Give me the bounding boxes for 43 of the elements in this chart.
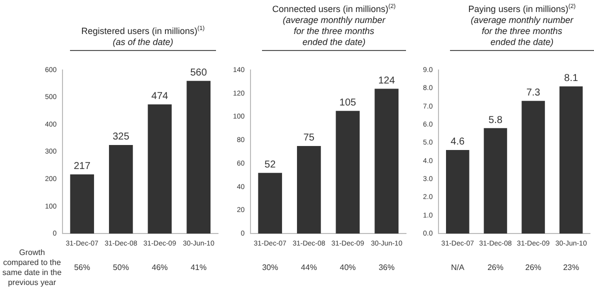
bar: [258, 172, 282, 234]
bar: [108, 144, 133, 234]
data-label: 5.8: [488, 114, 503, 126]
text: 26%: [525, 262, 542, 272]
text: 30%: [262, 262, 278, 272]
data-label: 52: [264, 160, 276, 171]
text: Growth compared to the same date in the previous year: [2, 248, 62, 287]
text: 26%: [487, 262, 504, 272]
data-label: 75: [303, 132, 315, 144]
data-label: 560: [190, 68, 208, 79]
data-label: 7.3: [526, 88, 541, 99]
bar: [446, 150, 470, 234]
text: 41%: [190, 262, 207, 272]
bar: [296, 146, 321, 234]
data-label: 325: [112, 132, 130, 143]
bar: [336, 110, 360, 234]
data-label: 8.1: [564, 73, 578, 84]
text: 50%: [112, 262, 129, 272]
chart-subtitle: (average monthly number for the three months ended the date): [470, 15, 574, 48]
chart-subtitle: (average monthly number for the three months ended the date): [282, 15, 386, 48]
text: N/A: [450, 262, 465, 272]
chart-title: Connected users (in millions)$^{(2)}$: [272, 4, 396, 15]
data-label: 217: [74, 161, 91, 172]
bar: [484, 128, 508, 234]
text: 40%: [340, 262, 356, 272]
data-label: 105: [339, 98, 357, 109]
data-label: 4.6: [450, 136, 466, 148]
text: 46%: [152, 262, 168, 272]
text: 44%: [300, 262, 317, 272]
text: 56%: [74, 262, 90, 272]
data-label: 124: [378, 75, 396, 86]
chart-title: Registered users (in millions)$^{(1)}$: [81, 26, 205, 37]
text: 23%: [563, 262, 580, 272]
bar: [559, 86, 583, 234]
bar: [522, 100, 545, 234]
chart-subtitle: (as of the date): [112, 37, 174, 48]
bar: [148, 104, 172, 234]
bar: [374, 88, 399, 234]
text: 36%: [378, 262, 395, 272]
bar: [186, 80, 211, 234]
chart-title: Paying users (in millions)$^{(2)}$: [468, 4, 576, 15]
bar: [70, 174, 94, 234]
data-label: 474: [151, 91, 169, 102]
